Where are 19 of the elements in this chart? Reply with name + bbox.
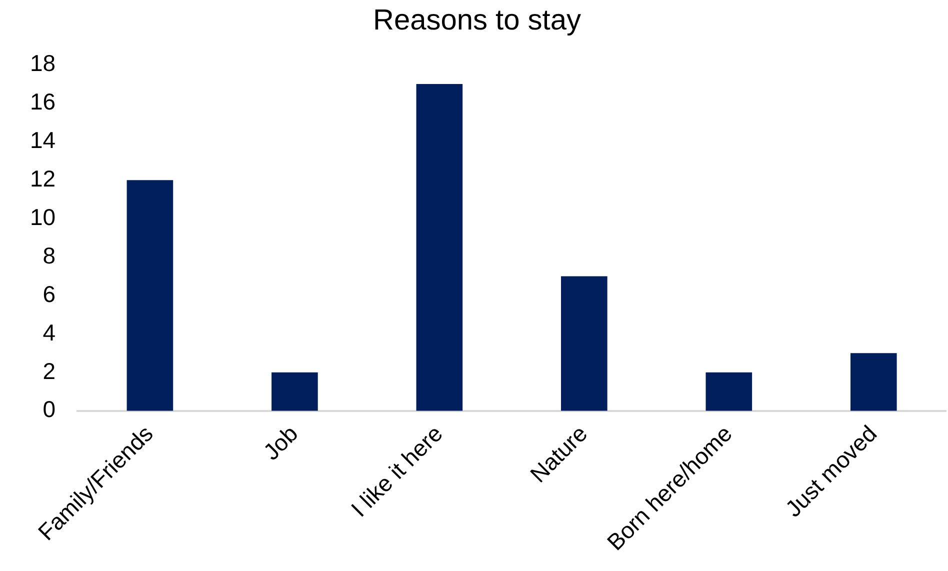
bar [850, 353, 897, 411]
y-tick-label: 2 [42, 358, 56, 384]
bar [561, 276, 608, 411]
chart-title: Reasons to stay [373, 4, 582, 36]
x-tick-label: Job [258, 420, 303, 465]
y-tick-label: 6 [42, 280, 56, 307]
y-tick-label: 14 [30, 127, 56, 154]
y-tick-label: 10 [30, 204, 56, 230]
bar [706, 372, 752, 411]
bar [416, 84, 463, 411]
y-tick-label: 16 [30, 88, 56, 115]
x-tick-label: I like it here [346, 420, 448, 522]
y-tick-label: 8 [42, 242, 56, 268]
bar [126, 180, 174, 411]
y-tick-label: 4 [42, 319, 56, 346]
y-tick-label: 0 [42, 396, 56, 422]
bar [272, 372, 318, 411]
y-tick-label: 12 [30, 165, 56, 192]
y-tick-label: 18 [30, 50, 56, 76]
